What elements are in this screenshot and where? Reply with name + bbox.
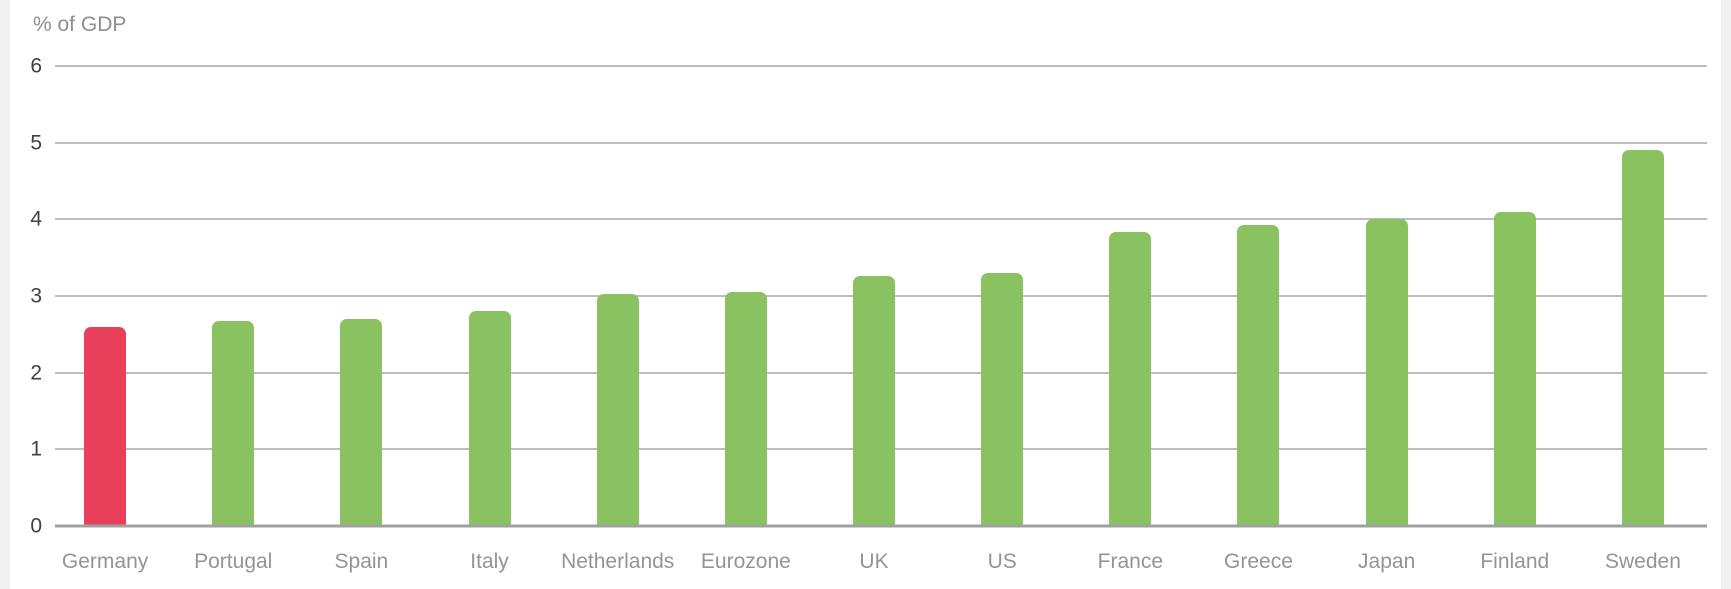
bar-column-japan — [1323, 66, 1451, 526]
y-tick-label-6: 6 — [30, 54, 42, 78]
x-axis-label-spain: Spain — [334, 550, 389, 573]
bar-finland — [1493, 212, 1536, 526]
gridline-y-4 — [55, 218, 1707, 221]
bar-column-italy — [425, 66, 553, 526]
chart-card: % of GDP 0 1 2 3 4 5 6 Germany Portugal Spain Ita… — [10, 0, 1721, 589]
bar-column-spain — [297, 66, 425, 526]
x-axis-label-france: France — [1097, 550, 1163, 573]
x-axis-label-germany: Germany — [61, 550, 149, 573]
x-axis-label-italy: Italy — [470, 550, 509, 573]
y-tick-label-2: 2 — [30, 361, 42, 385]
y-tick-label-3: 3 — [30, 284, 42, 308]
gridline-y-5 — [55, 141, 1707, 144]
bar-column-uk — [810, 66, 938, 526]
bar-column-greece — [1194, 66, 1322, 526]
y-axis-unit-label: % of GDP — [33, 13, 127, 36]
x-axis-label-greece: Greece — [1224, 550, 1293, 573]
x-axis-label-us: US — [987, 550, 1017, 573]
bar-column-germany — [41, 66, 169, 526]
x-axis-label-portugal: Portugal — [194, 550, 273, 573]
gridline-y-6 — [55, 65, 1707, 67]
x-axis-label-netherlands: Netherlands — [561, 550, 675, 573]
bar-column-us — [938, 66, 1066, 526]
bar-column-portugal — [169, 66, 297, 526]
bar-spain — [340, 319, 383, 526]
bar-sweden — [1621, 150, 1664, 526]
bar-column-sweden — [1579, 66, 1707, 526]
bar-portugal — [212, 321, 255, 526]
bar-column-eurozone — [682, 66, 810, 526]
bar-series — [41, 66, 1707, 526]
x-axis-label-japan: Japan — [1358, 550, 1416, 573]
y-tick-label-4: 4 — [30, 207, 42, 231]
x-axis-labels: Germany Portugal Spain Italy Netherlands Euro… — [41, 550, 1707, 574]
bar-greece — [1237, 225, 1280, 526]
bar-eurozone — [724, 292, 767, 526]
bar-column-france — [1066, 66, 1194, 526]
y-tick-label-5: 5 — [30, 131, 42, 155]
bar-us — [981, 273, 1024, 526]
bar-chart-plot-area: 0 1 2 3 4 5 6 — [30, 56, 1707, 537]
bar-france — [1109, 231, 1152, 526]
bar-germany — [84, 326, 127, 526]
x-axis-label-eurozone: Eurozone — [700, 550, 791, 573]
bar-netherlands — [596, 294, 639, 526]
x-axis-label-uk: UK — [859, 550, 889, 573]
bar-uk — [853, 276, 896, 526]
bar-column-netherlands — [554, 66, 682, 526]
bar-column-finland — [1451, 66, 1579, 526]
y-tick-label-1: 1 — [30, 437, 42, 461]
y-tick-label-0: 0 — [30, 514, 42, 538]
bar-italy — [468, 311, 511, 526]
x-axis-line — [55, 524, 1707, 528]
x-axis-label-finland: Finland — [1480, 550, 1550, 573]
bar-japan — [1365, 219, 1408, 526]
x-axis-label-sweden: Sweden — [1605, 550, 1681, 573]
